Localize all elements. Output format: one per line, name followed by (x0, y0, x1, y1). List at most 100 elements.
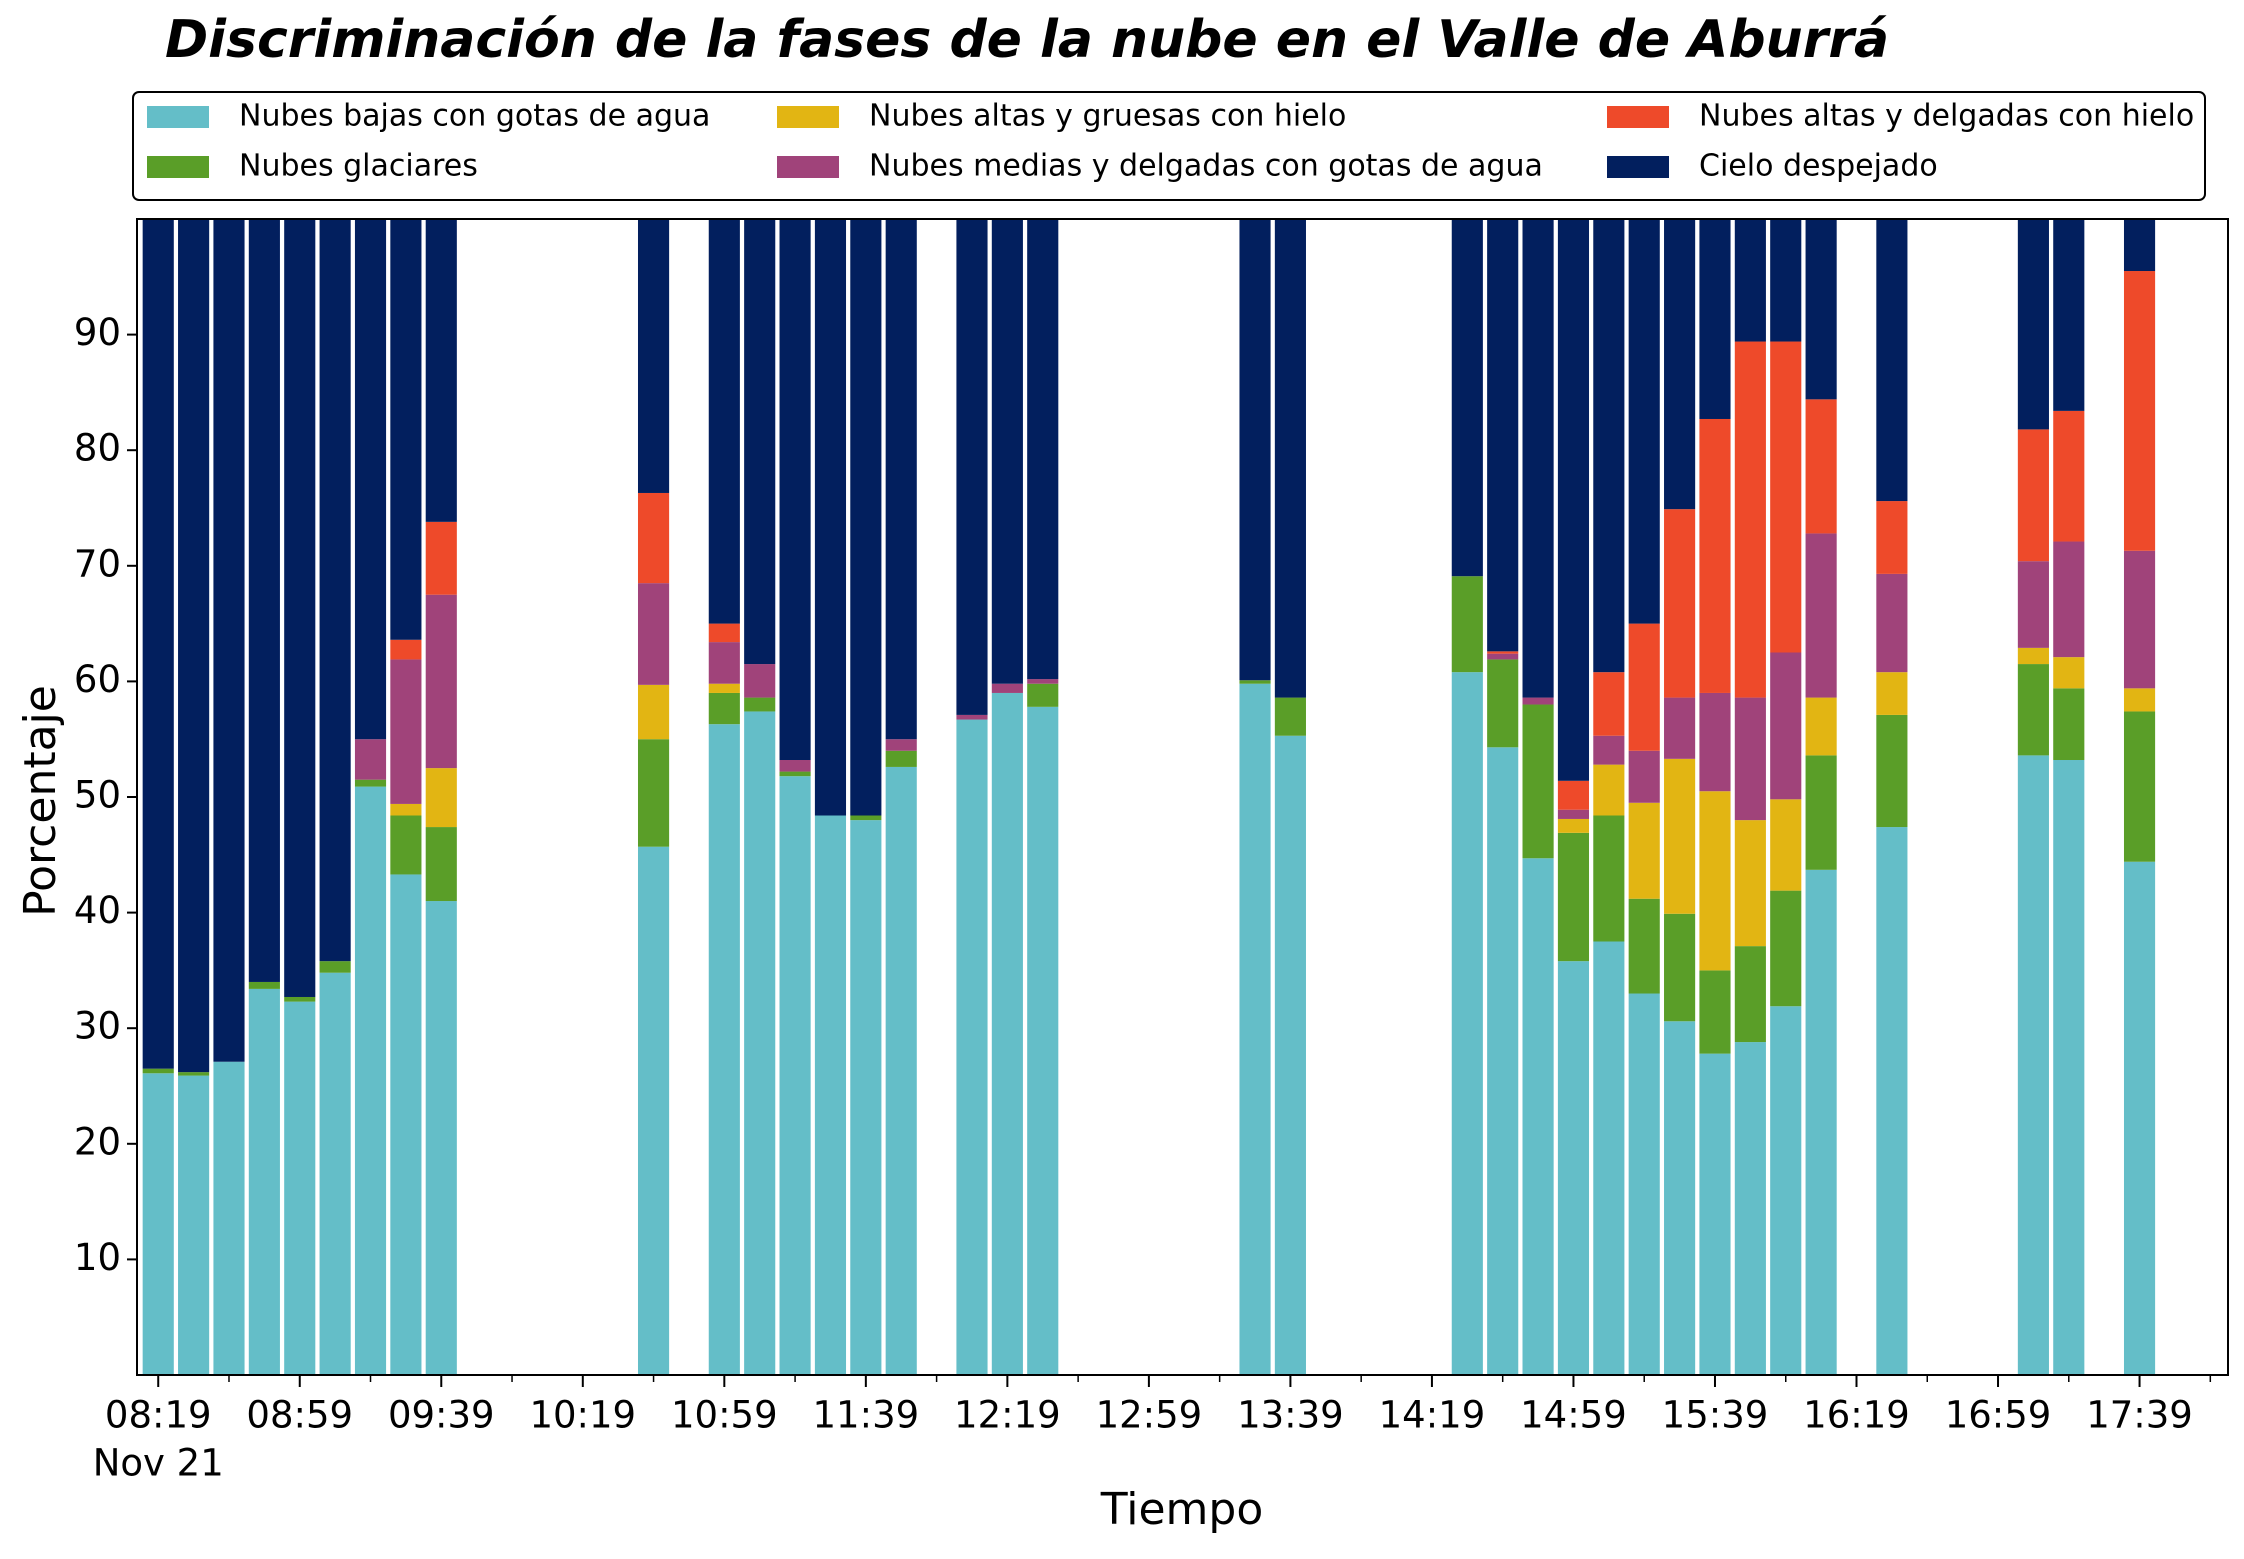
bar-segment (850, 815, 882, 821)
bar-segment (1522, 858, 1554, 1375)
x-tick-label: 16:59 (1945, 1394, 2052, 1437)
bar-segment (178, 1075, 210, 1375)
bar-segment (1487, 653, 1519, 660)
legend-swatch (1607, 106, 1669, 128)
bar-segment (2053, 410, 2085, 542)
bar-segment (2017, 647, 2049, 665)
bar-segment (708, 623, 740, 643)
bar-segment (1027, 706, 1059, 1375)
bar-segment (284, 219, 316, 997)
bar-segment (319, 219, 351, 962)
x-tick-label: 10:59 (671, 1394, 778, 1437)
bar-segment (637, 684, 670, 740)
bar-segment (1628, 898, 1660, 994)
bar-segment (1734, 219, 1766, 342)
bar-segment (1239, 680, 1271, 684)
bar-segment (708, 692, 740, 725)
x-tick-label: 14:19 (1379, 1394, 1486, 1437)
bar-segment (885, 766, 917, 1375)
bar-segment (390, 639, 422, 660)
bar-segment (708, 724, 740, 1375)
bar-segment (425, 521, 457, 595)
bar-segment (1805, 533, 1837, 698)
bar-segment (1734, 341, 1766, 698)
bar-segment (354, 786, 387, 1375)
bar-segment (390, 803, 422, 816)
bar-segment (779, 219, 811, 761)
bar-segment (1522, 697, 1554, 705)
bar-segment (178, 1072, 210, 1076)
x-tick-label: 13:39 (1237, 1394, 1344, 1437)
legend-swatch (1607, 156, 1669, 178)
bar-segment (284, 996, 316, 1002)
y-tick-label: 30 (74, 1005, 121, 1048)
legend-swatch (147, 106, 209, 128)
bar-segment (991, 692, 1023, 1375)
bar-segment (744, 711, 776, 1375)
bar-segment (1699, 970, 1731, 1054)
bar-segment (885, 750, 917, 767)
bar-segment (1770, 1006, 1802, 1375)
y-tick-label: 90 (74, 311, 121, 354)
x-tick-label: 14:59 (1520, 1394, 1627, 1437)
bar-segment (1876, 573, 1908, 673)
bar-segment (1557, 832, 1590, 962)
bar-segment (1699, 791, 1731, 971)
bar-segment (2123, 861, 2156, 1375)
bar-segment (248, 981, 280, 989)
bar-segment (1628, 993, 1660, 1375)
bar-segment (779, 771, 811, 777)
bar-segment (1770, 799, 1802, 891)
bar-segment (284, 1001, 316, 1375)
bar-segment (637, 739, 670, 847)
bar-segment (1699, 692, 1731, 792)
bar-segment (779, 760, 811, 772)
bar-segment (213, 219, 245, 1062)
legend-swatch (777, 156, 839, 178)
bar-segment (1593, 735, 1625, 765)
bar-segment (142, 1068, 174, 1074)
x-tick-label: 09:39 (388, 1394, 495, 1437)
bar-segment (744, 664, 776, 698)
bar-segment (1805, 755, 1837, 870)
bar-segment (142, 1073, 174, 1375)
bar-segment (2053, 688, 2085, 761)
bar-segment (744, 219, 776, 665)
legend-label: Nubes glaciares (239, 149, 478, 184)
bar-segment (708, 219, 740, 624)
bar-segment (1487, 659, 1519, 748)
bar-segment (1664, 913, 1696, 1022)
bar-segment (1805, 219, 1837, 400)
bar-segment (1522, 219, 1554, 698)
bar-segment (2017, 664, 2049, 756)
y-tick-label: 20 (74, 1120, 121, 1163)
y-tick-label: 60 (74, 658, 121, 701)
bar-segment (1664, 509, 1696, 698)
bar-segment (708, 683, 740, 693)
bar-segment (354, 219, 387, 740)
bar-segment (1274, 697, 1306, 736)
y-tick-label: 40 (74, 889, 121, 932)
bar-segment (1805, 869, 1837, 1375)
bar-segment (1628, 219, 1660, 624)
bar-segment (1628, 623, 1660, 751)
bar-segment (425, 219, 457, 522)
bar-segment (1699, 418, 1731, 693)
bar-segment (1557, 809, 1590, 819)
y-tick-label: 80 (74, 427, 121, 470)
bar-segment (1487, 219, 1519, 652)
bar-segment (425, 827, 457, 902)
bar-segment (1451, 672, 1483, 1375)
bar-segment (425, 901, 457, 1375)
bar-segment (1734, 1042, 1766, 1375)
bar-segment (2053, 760, 2085, 1375)
bar-segment (1593, 672, 1625, 736)
bar-segment (1593, 764, 1625, 816)
legend-swatch (777, 106, 839, 128)
x-tick-label: 16:19 (1803, 1394, 1910, 1437)
bar-segment (1699, 219, 1731, 419)
bar-segment (1274, 219, 1306, 698)
bar-segment (956, 219, 988, 715)
bar-segment (1734, 820, 1766, 947)
plot-frame (136, 218, 2229, 1376)
